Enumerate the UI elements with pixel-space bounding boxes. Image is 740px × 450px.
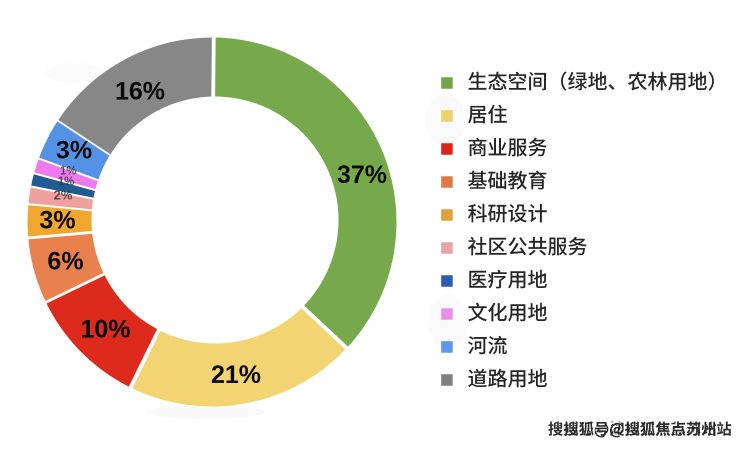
- svg-text:2%: 2%: [54, 187, 73, 202]
- svg-text:3%: 3%: [56, 137, 92, 165]
- svg-text:6%: 6%: [47, 248, 83, 276]
- svg-text:1%: 1%: [58, 176, 75, 188]
- svg-text:37%: 37%: [337, 161, 387, 189]
- svg-text:10%: 10%: [80, 316, 130, 344]
- svg-text:16%: 16%: [115, 78, 165, 106]
- svg-text:1%: 1%: [60, 166, 77, 178]
- svg-text:3%: 3%: [39, 207, 75, 235]
- svg-text:21%: 21%: [211, 361, 261, 389]
